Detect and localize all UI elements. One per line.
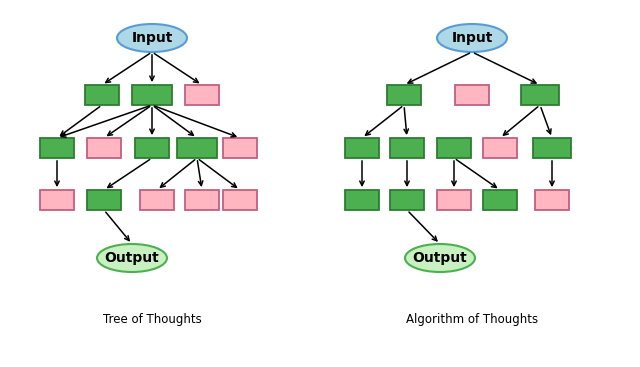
FancyBboxPatch shape — [345, 138, 379, 158]
FancyBboxPatch shape — [483, 138, 517, 158]
FancyBboxPatch shape — [483, 190, 517, 210]
Text: Input: Input — [131, 31, 173, 45]
FancyBboxPatch shape — [87, 138, 121, 158]
Ellipse shape — [437, 24, 507, 52]
FancyBboxPatch shape — [87, 190, 121, 210]
Text: Tree of Thoughts: Tree of Thoughts — [102, 313, 202, 327]
FancyBboxPatch shape — [390, 190, 424, 210]
FancyBboxPatch shape — [521, 85, 559, 105]
FancyBboxPatch shape — [535, 190, 569, 210]
FancyBboxPatch shape — [185, 190, 219, 210]
Ellipse shape — [405, 244, 475, 272]
Ellipse shape — [117, 24, 187, 52]
FancyBboxPatch shape — [140, 190, 174, 210]
FancyBboxPatch shape — [533, 138, 571, 158]
FancyBboxPatch shape — [437, 138, 471, 158]
FancyBboxPatch shape — [390, 138, 424, 158]
FancyBboxPatch shape — [40, 138, 74, 158]
FancyBboxPatch shape — [185, 85, 219, 105]
FancyBboxPatch shape — [455, 85, 489, 105]
FancyBboxPatch shape — [40, 190, 74, 210]
Ellipse shape — [97, 244, 167, 272]
Text: Output: Output — [413, 251, 467, 265]
FancyBboxPatch shape — [132, 85, 172, 105]
FancyBboxPatch shape — [387, 85, 421, 105]
FancyBboxPatch shape — [437, 190, 471, 210]
Text: Algorithm of Thoughts: Algorithm of Thoughts — [406, 313, 538, 327]
FancyBboxPatch shape — [85, 85, 119, 105]
FancyBboxPatch shape — [345, 190, 379, 210]
FancyBboxPatch shape — [223, 138, 257, 158]
FancyBboxPatch shape — [177, 138, 217, 158]
Text: Input: Input — [451, 31, 493, 45]
FancyBboxPatch shape — [223, 190, 257, 210]
Text: Output: Output — [104, 251, 159, 265]
FancyBboxPatch shape — [135, 138, 169, 158]
